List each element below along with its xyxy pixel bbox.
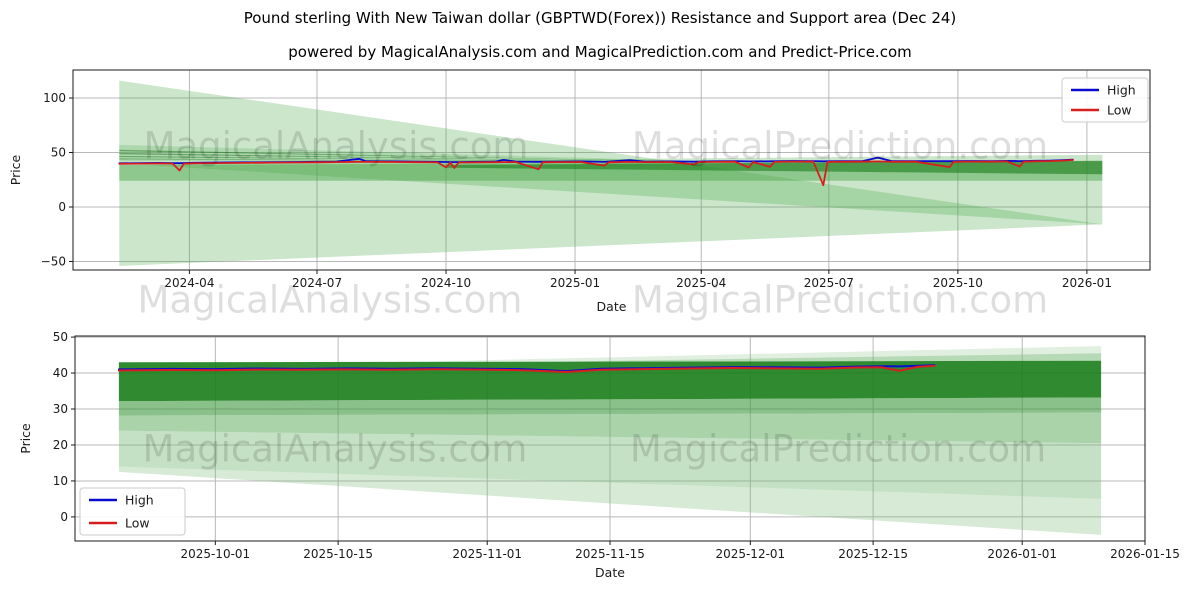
bottom-chart-tick-label-x: 2025-10-15	[303, 547, 373, 561]
bottom-chart-upper-wedge-1	[425, 346, 1102, 362]
top-chart-plot: 2024-04 2024-07 2024-10 2025-01 2025-04 2025-…	[8, 69, 1151, 314]
top-chart-legend-low-label: Low	[1107, 103, 1132, 118]
top-chart-tick-label-y: 100	[43, 91, 66, 105]
bottom-chart-ylabel: Price	[18, 423, 33, 454]
bottom-chart-tick-label-x: 2025-12-01	[715, 547, 785, 561]
bottom-chart-band-light-1	[118, 412, 1102, 444]
top-chart-tick-label-x: 2025-04	[676, 276, 726, 290]
bottom-chart-tick-label-x: 2025-11-01	[452, 547, 522, 561]
bottom-chart-tick-label-y: 10	[53, 474, 68, 488]
bottom-chart-series-low-line	[117, 364, 936, 373]
top-chart-resistance-stripe-1	[119, 149, 658, 161]
top-chart-tick-label-x: 2025-07	[804, 276, 854, 290]
top-chart-series-low-line	[118, 159, 1074, 187]
top-chart-tick-label-x: 2024-10	[421, 276, 471, 290]
top-chart-tick-label-x: 2026-01	[1062, 276, 1112, 290]
bottom-chart-band-dark	[118, 360, 1102, 402]
top-chart-ylabel: Price	[8, 154, 23, 185]
top-chart-tick-label-x: 2025-01	[550, 276, 600, 290]
bottom-chart-xlabel: Date	[595, 565, 625, 580]
bottom-chart-band-medium	[118, 397, 1102, 416]
bottom-chart-tick-label-y: 40	[53, 366, 68, 380]
top-chart-tick-label-x: 2024-07	[292, 276, 342, 290]
bottom-chart-tick-label-x: 2025-10-01	[180, 547, 250, 561]
top-chart-band-dark-right	[446, 160, 1103, 175]
bottom-chart-legend: High Low	[79, 487, 186, 536]
top-chart-fan-right	[119, 154, 1103, 225]
bottom-chart-tick-label-y: 30	[53, 402, 68, 416]
bottom-chart-tick-label-y: 20	[53, 438, 68, 452]
top-chart-resistance-stripe-3	[119, 155, 576, 162]
top-chart-xlabel: Date	[597, 299, 627, 314]
top-chart-tick-label-y: 50	[51, 146, 66, 160]
top-chart-resistance-stripe-2	[119, 152, 619, 162]
bottom-chart-tick-label-y: 50	[53, 330, 68, 344]
bottom-chart-band-light-3	[118, 466, 1102, 535]
bottom-chart-legend-low-label: Low	[125, 516, 150, 531]
bottom-chart-tick-label-x: 2026-01-15	[1110, 547, 1180, 561]
top-chart-resistance-stripe-4	[119, 158, 532, 162]
bottom-chart-tick-label-x: 2026-01-01	[987, 547, 1057, 561]
top-chart-tick-label-x: 2025-10	[933, 276, 983, 290]
bottom-chart-upper-wedge-2	[566, 353, 1102, 362]
bottom-chart-legend-high-label: High	[125, 493, 154, 508]
top-chart-fan-left	[119, 80, 1103, 266]
bottom-chart-tick-label-x: 2025-12-15	[838, 547, 908, 561]
bottom-chart-tick-label-x: 2025-11-15	[575, 547, 645, 561]
top-chart-legend-high-label: High	[1107, 83, 1136, 98]
bottom-chart-tick-label-y: 0	[60, 510, 68, 524]
top-chart-tick-label-y: −50	[41, 254, 66, 268]
top-chart-tick-label-y: 0	[58, 200, 66, 214]
bottom-chart-band-light-2	[118, 430, 1102, 499]
top-chart-spine	[72, 69, 1151, 271]
figure-subtitle: powered by MagicalAnalysis.com and Magic…	[288, 43, 912, 61]
bottom-chart-plot: 2025-10-01 2025-10-15 2025-11-01 2025-11-15…	[18, 330, 1180, 580]
top-chart-wedge-top-left	[119, 144, 702, 162]
figure-title: Pound sterling With New Taiwan dollar (G…	[243, 9, 957, 27]
top-chart-tick-label-x: 2024-04	[164, 276, 214, 290]
top-chart-legend: High Low	[1061, 77, 1149, 123]
